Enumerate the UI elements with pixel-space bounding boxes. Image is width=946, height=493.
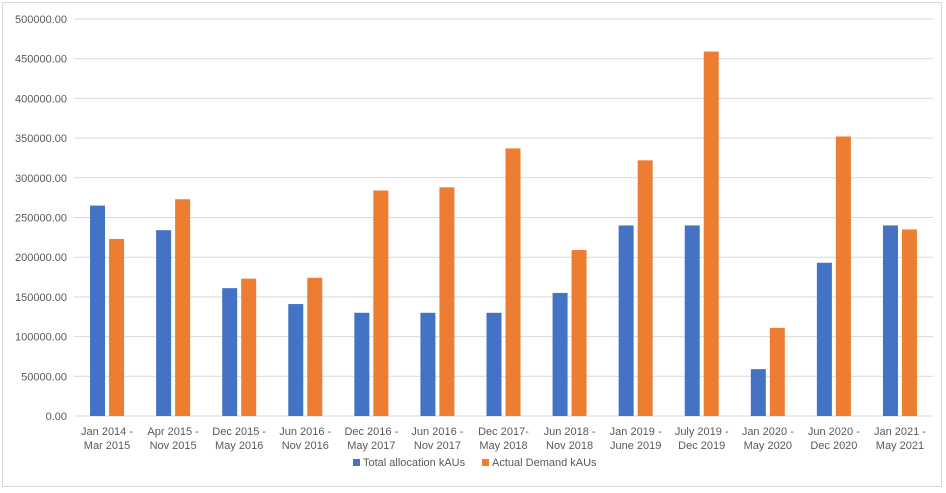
bar-actual-demand [109,238,125,416]
x-tick-label: Jan 2021 - [874,426,926,438]
bar-total-allocation [354,312,370,416]
bar-total-allocation [486,312,502,416]
x-tick-label: Dec 2020 [810,440,857,452]
bar-actual-demand [571,250,587,416]
bar-actual-demand [175,199,191,416]
bar-actual-demand [703,51,719,416]
bar-actual-demand [439,187,455,416]
x-tick-label: Dec 2016 - [344,426,398,438]
bar-total-allocation [618,225,634,416]
x-tick-label: Nov 2018 [546,440,593,452]
x-tick-label: May 2021 [876,440,924,452]
bar-actual-demand [307,277,323,416]
y-tick-label: 400000.00 [15,93,67,105]
bar-actual-demand [637,160,653,416]
x-tick-label: Apr 2015 - [147,426,199,438]
bar-actual-demand [373,190,389,416]
bar-total-allocation [552,292,568,416]
y-tick-label: 450000.00 [15,54,67,66]
x-tick-label: Jun 2018 - [544,426,596,438]
bar-actual-demand [835,136,851,416]
x-tick-label: May 2020 [744,440,792,452]
x-tick-label: Jun 2020 - [808,426,860,438]
bar-actual-demand [241,278,257,416]
x-tick-label: Nov 2015 [150,440,197,452]
bar-total-allocation [90,205,106,416]
x-tick-label: Nov 2017 [414,440,461,452]
legend-label-actual-demand: Actual Demand kAUs [492,457,597,469]
bar-total-allocation [750,369,766,416]
y-tick-label: 0.00 [46,411,67,423]
bar-total-allocation [816,262,832,416]
y-tick-label: 500000.00 [15,14,67,26]
bar-actual-demand [505,148,521,416]
x-tick-label: Dec 2017- [478,426,529,438]
x-tick-label: May 2017 [347,440,395,452]
x-tick-label: July 2019 - [675,426,729,438]
x-tick-label: Dec 2015 - [212,426,266,438]
x-tick-label: Jan 2020 - [742,426,794,438]
y-tick-label: 50000.00 [21,371,67,383]
chart-frame: 0.00 50000.00 100000.00 150000.00 200000.00 2… [2,2,942,487]
x-tick-label: Jan 2019 - [610,426,662,438]
legend-swatch-actual-demand [482,459,489,466]
bar-total-allocation [420,312,436,416]
x-tick-label: Jan 2014 - [81,426,133,438]
x-tick-label: Dec 2019 [678,440,725,452]
y-tick-label: 300000.00 [15,173,67,185]
bar-total-allocation [222,288,238,416]
bar-actual-demand [901,229,917,416]
x-tick-label: June 2019 [610,440,661,452]
bar-total-allocation [684,225,700,416]
y-tick-label: 150000.00 [15,292,67,304]
y-tick-label: 250000.00 [15,213,67,225]
bar-total-allocation [882,225,898,416]
y-tick-label: 200000.00 [15,252,67,264]
y-tick-label: 100000.00 [15,332,67,344]
bar-chart: 0.00 50000.00 100000.00 150000.00 200000.00 2… [15,14,933,469]
x-tick-label: Jun 2016 - [279,426,331,438]
x-tick-label: May 2016 [215,440,263,452]
x-tick-label: Mar 2015 [84,440,130,452]
legend-label-total-allocation: Total allocation kAUs [363,457,466,469]
legend-swatch-total-allocation [353,459,360,466]
x-tick-label: Nov 2016 [282,440,329,452]
bar-actual-demand [769,327,785,416]
bar-total-allocation [156,230,172,416]
x-tick-label: Jun 2016 - [411,426,463,438]
x-tick-label: May 2018 [479,440,527,452]
y-tick-label: 350000.00 [15,133,67,145]
bar-total-allocation [288,304,304,416]
